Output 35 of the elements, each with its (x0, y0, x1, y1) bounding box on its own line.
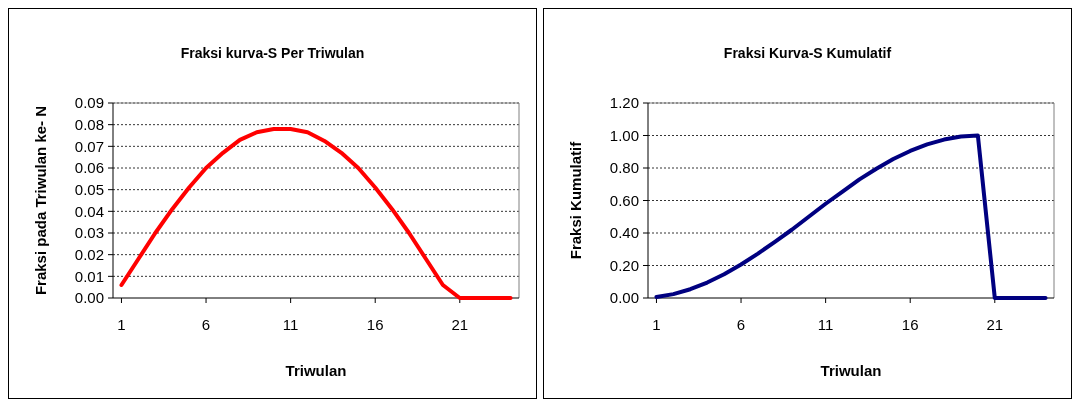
y-tick-label: 0.40 (609, 224, 639, 242)
x-axis-title: Triwulan (285, 362, 347, 379)
line-series (119, 127, 513, 300)
y-tick-label: 0.07 (74, 137, 104, 155)
y-axis-title: Fraksi pada Triwulan ke- N (32, 105, 49, 296)
y-tick-label: 1.00 (609, 126, 639, 144)
line-series (654, 133, 1048, 300)
y-tick-label: 0.08 (74, 115, 104, 133)
x-tick-label: 21 (451, 316, 469, 333)
y-tick-label: 0.00 (609, 289, 639, 307)
chart-title: Fraksi Kurva-S Kumulatif (723, 45, 892, 61)
x-tick-label: 1 (117, 316, 126, 333)
x-tick-label: 6 (201, 316, 211, 333)
x-tick-label: 11 (817, 316, 834, 333)
y-tick-label: 0.09 (74, 94, 104, 112)
y-tick-label: 0.01 (74, 267, 104, 285)
y-tick-label: 0.03 (74, 224, 104, 242)
x-tick-label: 11 (282, 316, 299, 333)
x-tick-label: 1 (652, 316, 661, 333)
y-tick-label: 0.20 (609, 256, 639, 274)
y-axis-title: Fraksi Kumulatif (567, 140, 584, 260)
y-tick-label: 0.06 (74, 159, 104, 177)
y-tick-label: 0.60 (609, 191, 639, 209)
x-tick-label: 6 (736, 316, 746, 333)
x-axis-title: Triwulan (820, 362, 882, 379)
y-tick-label: 0.05 (74, 180, 104, 198)
x-tick-label: 16 (901, 316, 919, 333)
y-tick-label: 1.20 (609, 94, 639, 112)
y-tick-label: 0.04 (74, 202, 104, 220)
y-tick-label: 0.80 (609, 159, 639, 177)
chart-title: Fraksi kurva-S Per Triwulan (180, 45, 365, 61)
y-tick-label: 0.02 (74, 245, 104, 263)
x-tick-label: 16 (366, 316, 384, 333)
y-tick-label: 0.00 (74, 289, 104, 307)
x-tick-label: 21 (986, 316, 1004, 333)
